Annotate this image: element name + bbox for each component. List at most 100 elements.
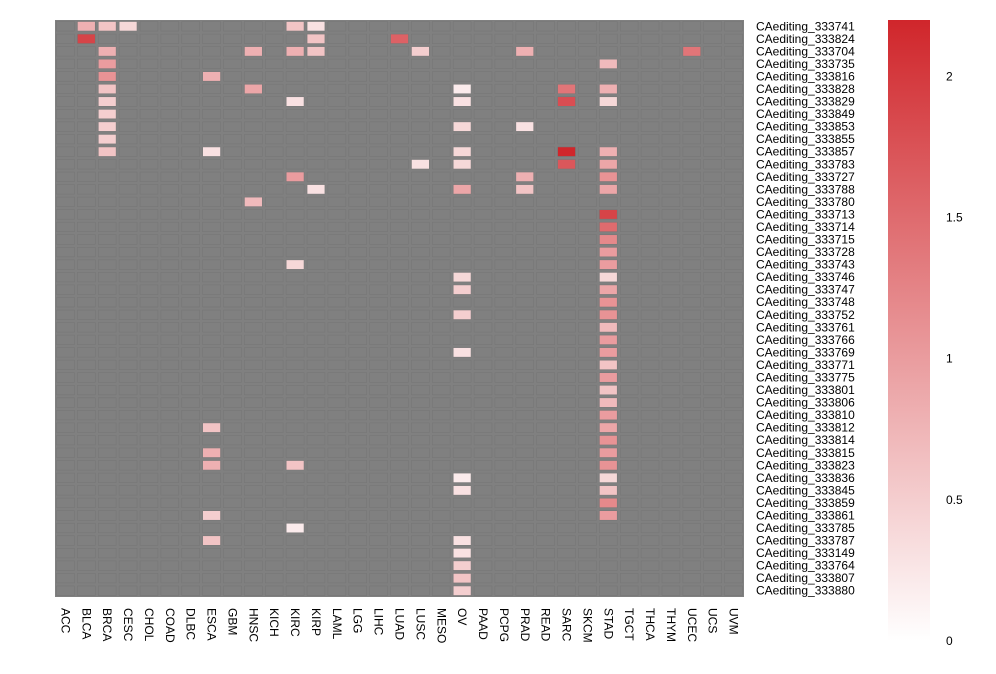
heatmap-cell-missing	[411, 71, 430, 82]
row-label: CAediting_333806	[756, 396, 855, 410]
heatmap-cell-missing	[306, 246, 326, 258]
heatmap-cell-missing	[223, 422, 242, 433]
heatmap-cell-missing	[139, 272, 159, 283]
heatmap-cell	[285, 522, 305, 534]
heatmap-cell-missing	[181, 96, 200, 107]
heatmap-cell-missing	[160, 460, 180, 471]
heatmap-cell-missing	[139, 209, 159, 220]
heatmap-cell-missing	[244, 33, 263, 44]
heatmap-cell-missing	[118, 472, 138, 483]
heatmap-cell-missing	[77, 548, 96, 559]
heatmap-cell-missing	[619, 422, 639, 433]
heatmap-cell-missing	[77, 422, 96, 433]
heatmap-cell-missing	[306, 548, 326, 559]
heatmap-cell-missing	[56, 246, 75, 258]
heatmap-cell-missing	[139, 548, 159, 559]
heatmap-cell-missing	[306, 334, 326, 345]
heatmap-cell	[599, 297, 618, 308]
heatmap-cell	[599, 372, 618, 383]
heatmap-cell-missing	[390, 347, 409, 358]
heatmap-cell-missing	[452, 422, 472, 433]
row-label: CAediting_333741	[756, 19, 855, 33]
heatmap-cell-missing	[202, 272, 221, 283]
heatmap-cell-missing	[56, 21, 75, 32]
heatmap-cell-missing	[306, 522, 326, 534]
heatmap-cell-missing	[369, 196, 388, 207]
heatmap-cell-missing	[724, 184, 743, 195]
heatmap-cell-missing	[223, 272, 242, 283]
heatmap-cell-missing	[264, 83, 284, 95]
heatmap-cell-missing	[244, 585, 263, 596]
heatmap-cell-missing	[77, 159, 96, 170]
heatmap-cell-missing	[724, 209, 743, 220]
heatmap-cell-missing	[390, 246, 409, 258]
heatmap-cell-missing	[202, 397, 221, 408]
heatmap-cell-missing	[202, 522, 221, 534]
heatmap-cell-missing	[515, 535, 535, 546]
heatmap-cell-missing	[264, 560, 284, 571]
heatmap-cell-missing	[661, 46, 681, 57]
heatmap-cell-missing	[160, 573, 180, 584]
column-label: LGG	[351, 608, 365, 633]
heatmap-cell-missing	[264, 535, 284, 546]
heatmap-cell-missing	[348, 560, 367, 571]
heatmap-cell-missing	[515, 347, 535, 358]
heatmap-cell-missing	[661, 435, 681, 446]
heatmap-cell-missing	[724, 96, 743, 107]
heatmap-cell	[452, 272, 472, 283]
heatmap-cell	[452, 347, 472, 358]
heatmap-cell-missing	[77, 46, 96, 57]
heatmap-cell	[306, 46, 326, 57]
heatmap-cell-missing	[244, 246, 263, 258]
heatmap-cell-missing	[306, 347, 326, 358]
heatmap-cell-missing	[432, 573, 451, 584]
heatmap-cell-missing	[348, 359, 367, 371]
heatmap-cell-missing	[703, 410, 722, 421]
heatmap-cell-missing	[473, 560, 493, 571]
heatmap-cell-missing	[160, 510, 180, 521]
heatmap-cell-missing	[703, 21, 722, 32]
heatmap-cell-missing	[640, 221, 660, 233]
heatmap-cell-missing	[640, 573, 660, 584]
heatmap-cell-missing	[369, 548, 388, 559]
heatmap-cell-missing	[77, 171, 96, 182]
heatmap-cell-missing	[139, 46, 159, 57]
heatmap-cell-missing	[473, 522, 493, 534]
heatmap-cell-missing	[348, 96, 367, 107]
heatmap-cell-missing	[77, 322, 96, 333]
heatmap-cell-missing	[181, 134, 200, 145]
heatmap-cell-missing	[724, 33, 743, 44]
heatmap-cell-missing	[515, 134, 535, 145]
heatmap-cell-missing	[452, 510, 472, 521]
heatmap-cell-missing	[160, 309, 180, 320]
heatmap-cell-missing	[202, 184, 221, 195]
heatmap-cell-missing	[306, 585, 326, 596]
heatmap-cell-missing	[619, 460, 639, 471]
heatmap-cell-missing	[515, 485, 535, 496]
heatmap-cell-missing	[56, 397, 75, 408]
heatmap-cell-missing	[578, 146, 597, 157]
heatmap-cell-missing	[703, 272, 722, 283]
heatmap-cell-missing	[139, 497, 159, 508]
row-label: CAediting_333810	[756, 408, 855, 422]
heatmap-cell-missing	[348, 497, 367, 508]
heatmap-cell-missing	[411, 560, 430, 571]
heatmap-cell-missing	[369, 460, 388, 471]
heatmap-cell-missing	[181, 184, 200, 195]
heatmap-cell-missing	[223, 246, 242, 258]
heatmap-cell-missing	[369, 21, 388, 32]
heatmap-cell-missing	[327, 71, 347, 82]
heatmap-cell-missing	[619, 560, 639, 571]
heatmap-cell-missing	[452, 460, 472, 471]
row-label: CAediting_333829	[756, 95, 855, 109]
heatmap-cell-missing	[682, 196, 702, 207]
heatmap-cell-missing	[285, 497, 305, 508]
heatmap-cell-missing	[285, 535, 305, 546]
heatmap-cell-missing	[348, 573, 367, 584]
heatmap-cell-missing	[599, 33, 618, 44]
heatmap-cell-missing	[724, 548, 743, 559]
heatmap-cell-missing	[640, 96, 660, 107]
heatmap-cell-missing	[640, 246, 660, 258]
heatmap-cell-missing	[327, 535, 347, 546]
heatmap-cell-missing	[139, 33, 159, 44]
